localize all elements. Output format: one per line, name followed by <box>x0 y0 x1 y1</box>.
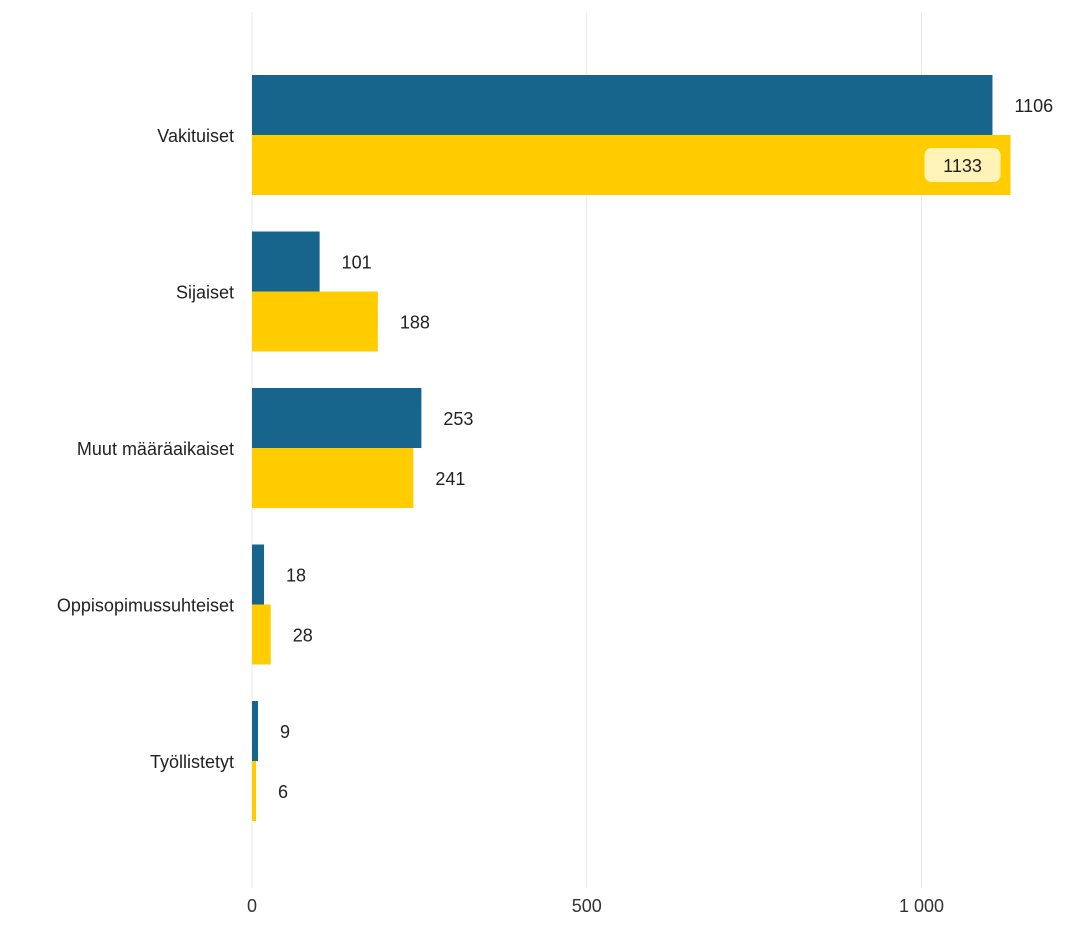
data-label: 1106 <box>1014 96 1053 116</box>
category-label: Vakituiset <box>157 126 234 146</box>
value-axis: 0 500 1 000 <box>247 896 944 916</box>
data-label: 28 <box>293 626 313 646</box>
bar[interactable] <box>252 604 271 665</box>
bar[interactable] <box>252 231 320 292</box>
category-label: Muut määräaikaiset <box>77 439 234 459</box>
data-label: 241 <box>435 469 465 489</box>
category-label: Työllistetyt <box>150 752 234 772</box>
category-label: Oppisopimussuhteiset <box>57 596 234 616</box>
data-label: 188 <box>400 313 430 333</box>
category-axis: Vakituiset Sijaiset Muut määräaikaiset Oppi… <box>57 126 234 772</box>
bar[interactable] <box>252 291 378 352</box>
data-label: 101 <box>342 253 372 273</box>
data-label: 1133 <box>943 156 982 176</box>
bars <box>252 75 1011 821</box>
x-tick-label: 500 <box>572 896 602 916</box>
data-label: 6 <box>278 782 288 802</box>
bar[interactable] <box>252 75 993 135</box>
bar[interactable] <box>252 544 265 605</box>
bar[interactable] <box>252 448 414 508</box>
x-tick-label: 0 <box>247 896 257 916</box>
bar[interactable] <box>252 761 257 821</box>
bar[interactable] <box>252 135 1011 195</box>
data-label: 9 <box>280 722 290 742</box>
data-labels: 1106 1133 101 188 253 241 18 28 9 6 <box>278 96 1053 802</box>
data-label: 18 <box>286 566 306 586</box>
category-label: Sijaiset <box>176 283 234 303</box>
bar[interactable] <box>252 701 259 761</box>
bar[interactable] <box>252 388 422 448</box>
data-label-background <box>924 148 1001 182</box>
x-tick-label: 1 000 <box>899 896 944 916</box>
data-label: 253 <box>443 409 473 429</box>
